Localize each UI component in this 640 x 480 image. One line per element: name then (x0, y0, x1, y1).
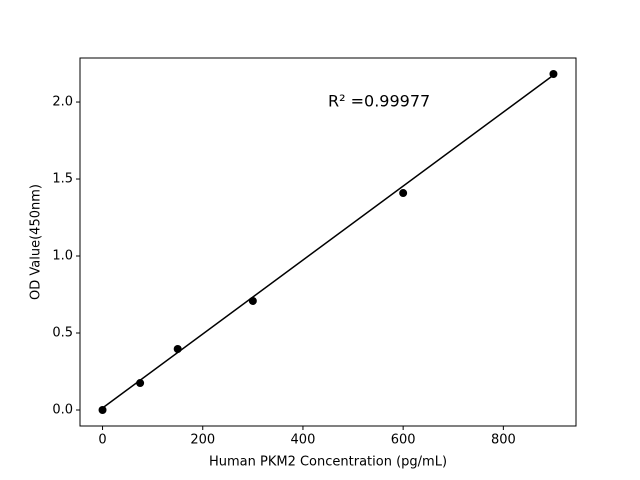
x-tick-label: 400 (291, 433, 316, 448)
data-point (399, 189, 408, 198)
data-point (98, 405, 107, 414)
y-tick-label: 0.5 (52, 325, 73, 340)
annotation: R² =0.99977 (328, 92, 430, 111)
plot-frame (79, 57, 577, 427)
y-tick-label: 0.0 (52, 402, 73, 417)
y-axis-label: OD Value(450nm) (29, 184, 44, 300)
x-tick-label: 800 (491, 433, 516, 448)
y-tick-label: 1.5 (52, 172, 73, 187)
y-tick-label: 1.0 (52, 249, 73, 264)
x-tick-label: 0 (98, 433, 106, 448)
fit-line (102, 74, 554, 409)
y-tick-label: 2.0 (52, 95, 73, 110)
x-tick-label: 200 (190, 433, 215, 448)
x-tick-label: 600 (391, 433, 416, 448)
x-axis-label: Human PKM2 Concentration (pg/mL) (209, 455, 447, 470)
